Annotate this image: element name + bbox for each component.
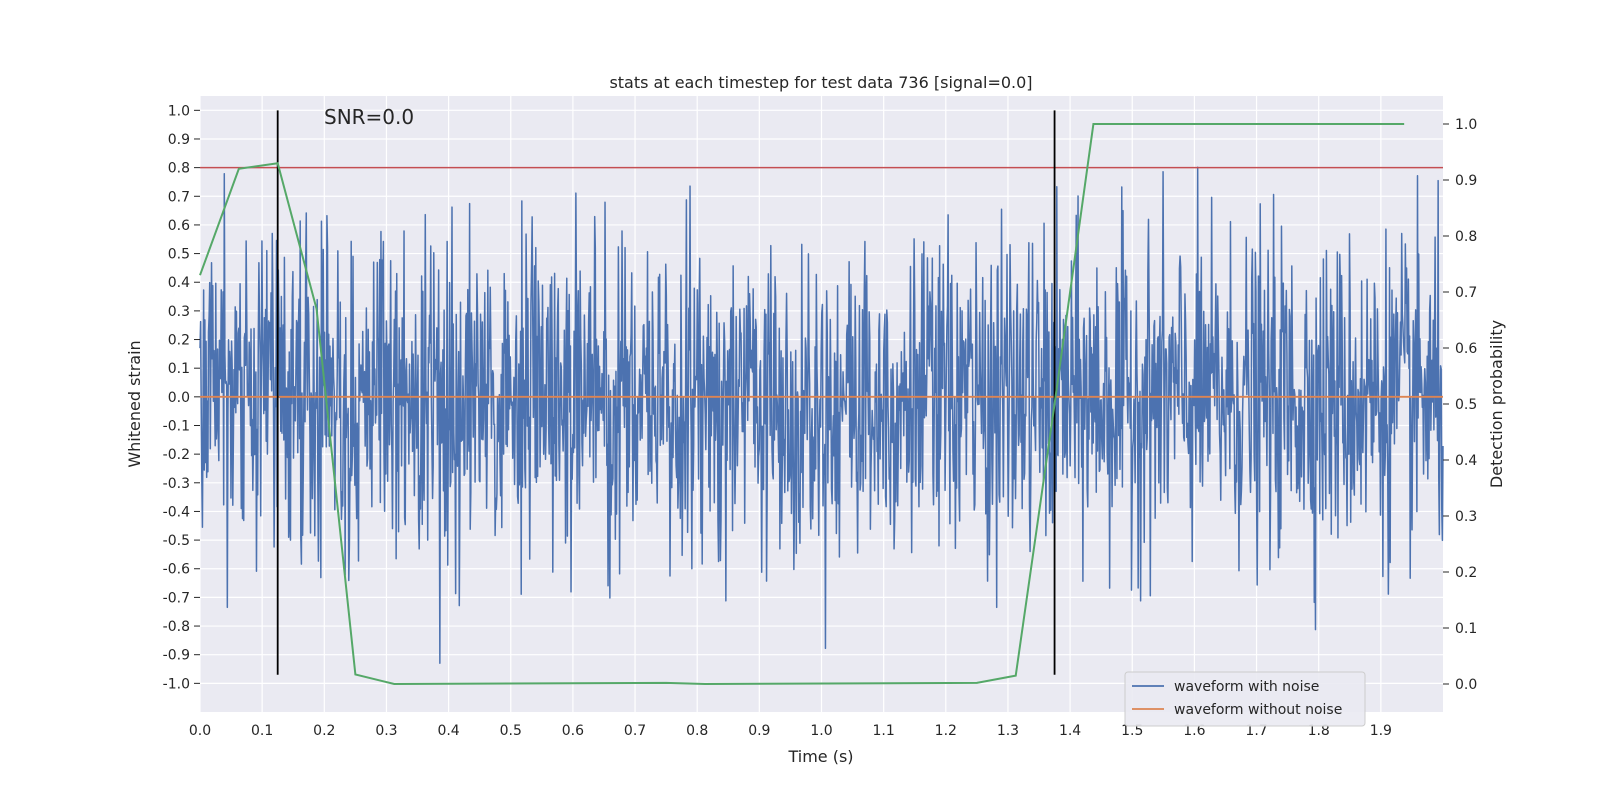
y-tick-label: 0.6: [168, 218, 190, 234]
right-axis-ticks: 1.0 0.9 0.8 0.7 0.6 0.5 0.4 0.3 0.2 0.1 0.0: [1443, 117, 1477, 693]
y-tick-label: 0.7: [168, 189, 190, 205]
x-tick-label: 0.3: [375, 723, 397, 739]
right-tick-label: 0.6: [1455, 341, 1477, 357]
legend: waveform with noise waveform without noi…: [1124, 671, 1366, 727]
x-tick-label: 0.5: [500, 723, 522, 739]
legend-label-clean: waveform without noise: [1174, 702, 1342, 718]
right-tick-label: 0.4: [1455, 453, 1477, 469]
x-tick-label: 0.4: [437, 723, 459, 739]
y-tick-label: -0.9: [163, 648, 190, 664]
noise-series: [199, 166, 1444, 665]
right-tick-label: 0.9: [1455, 173, 1477, 189]
x-tick-label: 0.7: [624, 723, 646, 739]
x-tick-label: 1.7: [1245, 723, 1267, 739]
snr-annotation: SNR=0.0: [324, 105, 414, 129]
y-tick-label: 0.8: [168, 161, 190, 177]
detection-probability-line: [199, 123, 1405, 686]
y-tick-label: 0.3: [168, 304, 190, 320]
overlays: [199, 110, 1443, 686]
x-tick-label: 1.3: [997, 723, 1019, 739]
y-tick-label: -1.0: [163, 676, 190, 692]
x-tick-label: 0.9: [748, 723, 770, 739]
legend-label-noise: waveform with noise: [1174, 679, 1319, 695]
x-tick-label: 0.8: [686, 723, 708, 739]
x-tick-label: 1.6: [1183, 723, 1205, 739]
y-tick-label: -0.1: [163, 418, 190, 434]
y-tick-label: 0.0: [168, 390, 190, 406]
waveform-with-noise-line: [199, 166, 1444, 665]
x-tick-label: 1.2: [935, 723, 957, 739]
y-tick-label: 0.4: [168, 275, 190, 291]
y-axis-label: Whitened strain: [125, 340, 144, 467]
y-axis-ticks: 1.0 0.9 0.8 0.7 0.6 0.5 0.4 0.3 0.2 0.1 0.0 -0.1 -0.…: [163, 103, 200, 692]
chart-title: stats at each timestep for test data 736…: [609, 73, 1032, 92]
x-tick-label: 1.8: [1308, 723, 1330, 739]
x-axis-label: Time (s): [787, 747, 853, 766]
x-tick-label: 1.9: [1370, 723, 1392, 739]
y-tick-label: -0.8: [163, 619, 190, 635]
y-tick-label: -0.3: [163, 476, 190, 492]
right-tick-label: 0.2: [1455, 565, 1477, 581]
right-tick-label: 0.3: [1455, 509, 1477, 525]
y-tick-label: -0.5: [163, 533, 190, 549]
y-tick-label: 0.5: [168, 247, 190, 263]
x-tick-label: 0.6: [562, 723, 584, 739]
x-tick-label: 1.4: [1059, 723, 1081, 739]
y-tick-label: -0.7: [163, 590, 190, 606]
right-tick-label: 0.8: [1455, 229, 1477, 245]
right-tick-label: 0.0: [1455, 677, 1477, 693]
x-tick-label: 0.2: [313, 723, 335, 739]
right-tick-label: 0.7: [1455, 285, 1477, 301]
y-tick-label: 0.1: [168, 361, 190, 377]
y-tick-label: -0.2: [163, 447, 190, 463]
right-tick-label: 0.5: [1455, 397, 1477, 413]
x-tick-label: 1.0: [810, 723, 832, 739]
y-tick-label: 1.0: [168, 103, 190, 119]
right-tick-label: 1.0: [1455, 117, 1477, 133]
y-tick-label: 0.9: [168, 132, 190, 148]
y-tick-label: -0.6: [163, 562, 190, 578]
right-axis-label: Detection probability: [1487, 320, 1506, 488]
x-tick-label: 1.1: [873, 723, 895, 739]
x-tick-label: 0.1: [251, 723, 273, 739]
right-tick-label: 0.1: [1455, 621, 1477, 637]
x-tick-label: 0.0: [189, 723, 211, 739]
x-tick-label: 1.5: [1121, 723, 1143, 739]
y-tick-label: -0.4: [163, 504, 190, 520]
x-axis-ticks: 0.0 0.1 0.2 0.3 0.4 0.5 0.6 0.7 0.8 0.9 1.0 1.1 1.2 1…: [189, 723, 1392, 739]
y-tick-label: 0.2: [168, 333, 190, 349]
legend-box: [1124, 671, 1366, 727]
